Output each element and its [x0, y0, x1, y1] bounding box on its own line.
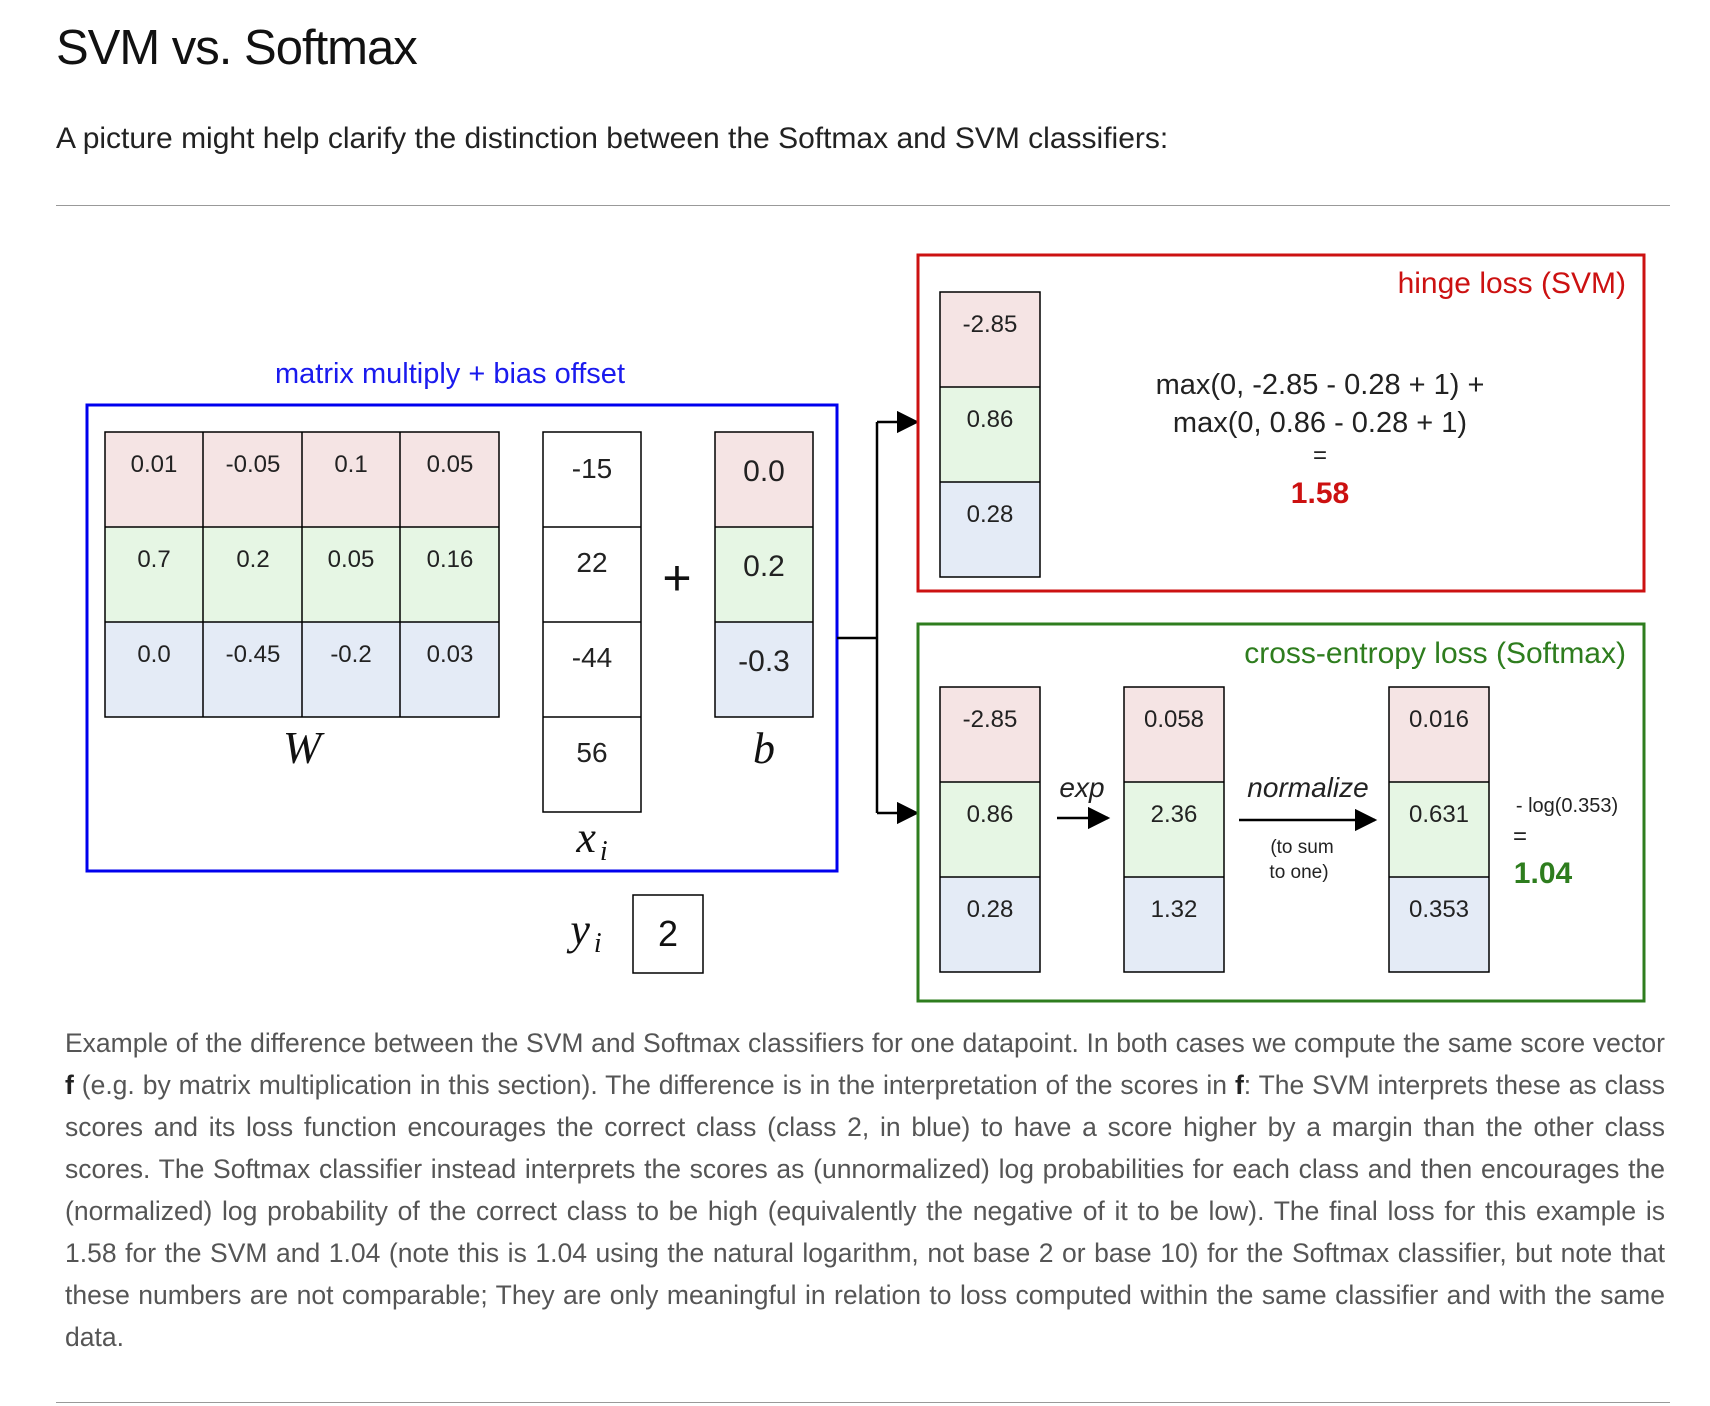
b-row-2-bg	[715, 527, 813, 622]
connector-arrows	[837, 410, 920, 825]
b-grid	[714, 431, 814, 718]
prob-2-bg	[1389, 782, 1489, 877]
prob-value: 0.016	[1409, 706, 1469, 733]
softmax-box	[916, 622, 1646, 1003]
svm-title: hinge loss (SVM)	[1398, 267, 1626, 300]
x-cell: -44	[572, 642, 612, 673]
exp-value: 0.058	[1144, 706, 1204, 733]
softmax-score-grid	[939, 686, 1041, 973]
page-title: SVM vs. Softmax	[56, 21, 418, 75]
caption-text: (e.g. by matrix multiplication in this s…	[73, 1070, 1235, 1100]
softmax-score-2-bg	[940, 782, 1040, 877]
softmax-loss-expr: - log(0.353)	[1516, 795, 1618, 817]
figure-caption: Example of the difference between the SV…	[65, 1022, 1665, 1358]
softmax-equals: =	[1513, 823, 1527, 850]
svm-result: 1.58	[1291, 477, 1349, 510]
linear-box	[85, 403, 839, 873]
exp-value-3-bg	[1124, 877, 1224, 972]
x-cell: -15	[572, 453, 612, 484]
caption-vector-f: f	[1234, 1070, 1244, 1100]
normalize-note-line1: (to sum	[1270, 837, 1333, 858]
w-cell: 0.01	[131, 451, 178, 478]
svm-score-1-bg	[940, 292, 1040, 387]
svm-score: -2.85	[963, 311, 1018, 338]
svm-score-grid	[939, 291, 1041, 578]
x-vector	[542, 431, 642, 813]
w-label: W	[283, 722, 325, 773]
prob-grid	[1388, 686, 1490, 973]
w-cell: 0.1	[334, 451, 367, 478]
softmax-result: 1.04	[1514, 857, 1573, 890]
plus-sign: +	[662, 550, 691, 606]
softmax-score: 0.86	[967, 801, 1014, 828]
w-cell: 0.05	[427, 451, 474, 478]
exp-label: exp	[1059, 772, 1104, 803]
w-cell: 0.7	[137, 546, 170, 573]
b-row-1-bg	[715, 432, 813, 527]
svm-score: 0.86	[967, 406, 1014, 433]
svm-equals: =	[1313, 442, 1327, 469]
exp-value-2-bg	[1124, 782, 1224, 877]
svm-box	[916, 253, 1646, 593]
caption-text: Example of the difference between the SV…	[65, 1028, 1665, 1058]
softmax-title: cross-entropy loss (Softmax)	[1244, 637, 1626, 670]
w-grid	[104, 431, 500, 718]
x-cell: 22	[576, 547, 607, 578]
softmax-score-3-bg	[940, 877, 1040, 972]
b-cell: 0.0	[743, 455, 785, 488]
svm-formula-line2: max(0, 0.86 - 0.28 + 1)	[1173, 407, 1467, 439]
y-value: 2	[658, 913, 678, 954]
x-cell: 56	[576, 737, 607, 768]
y-value-box	[632, 894, 704, 974]
softmax-score-1-bg	[940, 687, 1040, 782]
b-row-3-bg	[715, 622, 813, 717]
prob-1-bg	[1389, 687, 1489, 782]
exp-value: 2.36	[1151, 801, 1198, 828]
divider-top	[56, 205, 1670, 206]
svm-formula-line1: max(0, -2.85 - 0.28 + 1) +	[1156, 369, 1485, 401]
w-cell: 0.0	[137, 641, 170, 668]
w-cell: 0.16	[427, 546, 474, 573]
b-cell: 0.2	[743, 550, 785, 583]
prob-3-bg	[1389, 877, 1489, 972]
w-cell: -0.05	[226, 451, 281, 478]
caption-text: : The SVM interprets these as class scor…	[65, 1070, 1665, 1352]
prob-value: 0.631	[1409, 801, 1469, 828]
svm-score-3-bg	[940, 482, 1040, 577]
divider-bottom	[56, 1402, 1670, 1403]
linear-label: matrix multiply + bias offset	[275, 358, 625, 390]
prob-value: 0.353	[1409, 896, 1469, 923]
w-cell: -0.2	[330, 641, 371, 668]
b-cell: -0.3	[738, 645, 790, 678]
softmax-score: -2.85	[963, 706, 1018, 733]
w-row-2-bg	[105, 527, 499, 622]
exp-value-grid	[1123, 686, 1225, 973]
exp-value-1-bg	[1124, 687, 1224, 782]
caption-vector-f: f	[65, 1070, 74, 1100]
w-cell: -0.45	[226, 641, 281, 668]
svm-score: 0.28	[967, 501, 1014, 528]
w-row-1-bg	[105, 432, 499, 527]
softmax-score: 0.28	[967, 896, 1014, 923]
normalize-note-line2: to one)	[1269, 862, 1328, 883]
exp-value: 1.32	[1151, 896, 1198, 923]
intro-text: A picture might help clarify the distinc…	[56, 122, 1169, 155]
w-cell: 0.03	[427, 641, 474, 668]
svm-score-2-bg	[940, 387, 1040, 482]
w-cell: 0.2	[236, 546, 269, 573]
w-row-3-bg	[105, 622, 499, 717]
normalize-label: normalize	[1247, 772, 1368, 803]
w-cell: 0.05	[328, 546, 375, 573]
b-label: b	[753, 724, 775, 773]
